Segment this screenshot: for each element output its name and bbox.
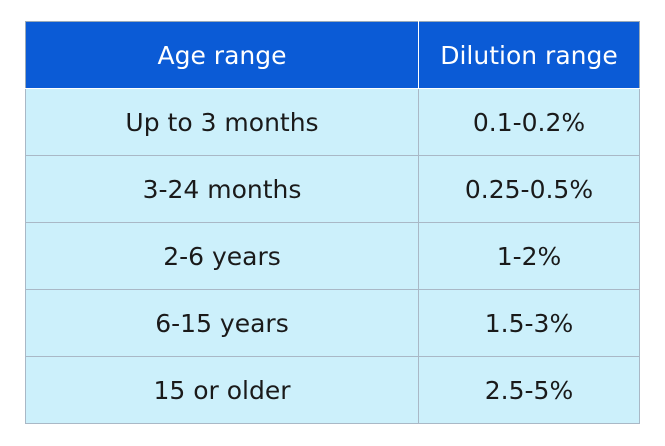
dilution-range-cell: 0.25-0.5% bbox=[418, 155, 640, 223]
dilution-range-cell: 1.5-3% bbox=[418, 289, 640, 357]
dilution-range-cell: 2.5-5% bbox=[418, 356, 640, 424]
dilution-range-cell: 1-2% bbox=[418, 222, 640, 290]
age-range-cell: 2-6 years bbox=[25, 222, 419, 290]
table-row: 6-15 years 1.5-3% bbox=[25, 289, 640, 357]
age-range-cell: 6-15 years bbox=[25, 289, 419, 357]
table-row: 15 or older 2.5-5% bbox=[25, 356, 640, 424]
table-row: 3-24 months 0.25-0.5% bbox=[25, 155, 640, 223]
header-dilution-range: Dilution range bbox=[418, 21, 640, 89]
header-age-range: Age range bbox=[25, 21, 419, 89]
header-row: Age range Dilution range bbox=[25, 21, 640, 89]
dilution-range-cell: 0.1-0.2% bbox=[418, 88, 640, 156]
age-range-cell: Up to 3 months bbox=[25, 88, 419, 156]
age-range-cell: 15 or older bbox=[25, 356, 419, 424]
table-row: 2-6 years 1-2% bbox=[25, 222, 640, 290]
table-row: Up to 3 months 0.1-0.2% bbox=[25, 88, 640, 156]
dilution-table: Age range Dilution range Up to 3 months … bbox=[25, 21, 640, 424]
age-range-cell: 3-24 months bbox=[25, 155, 419, 223]
